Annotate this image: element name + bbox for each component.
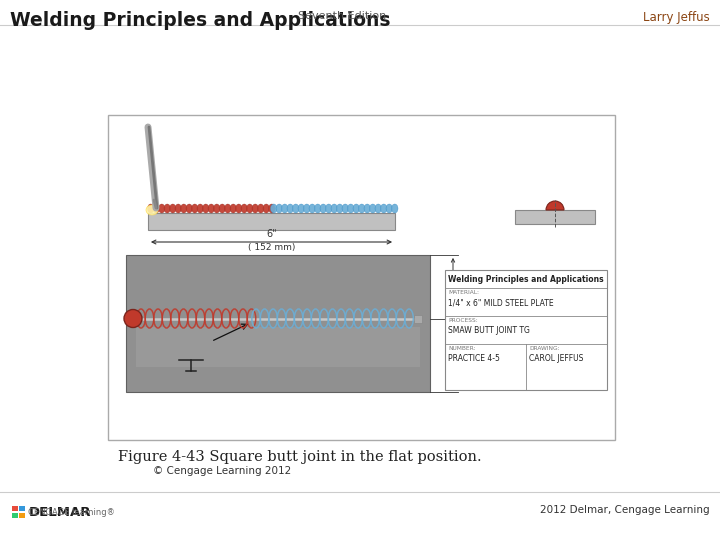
Ellipse shape	[287, 204, 294, 213]
Text: MATERIAL:: MATERIAL:	[448, 290, 479, 295]
Text: Seventh Edition: Seventh Edition	[298, 11, 386, 21]
Ellipse shape	[276, 204, 282, 213]
Text: ( 152 mm): ( 152 mm)	[248, 243, 295, 252]
Text: © Cengage Learning 2012: © Cengage Learning 2012	[153, 466, 291, 476]
Ellipse shape	[186, 204, 192, 213]
Bar	[12, 505, 17, 511]
Text: DRAWING:: DRAWING:	[529, 346, 559, 351]
Ellipse shape	[214, 204, 220, 213]
Text: Welding Principles and Applications: Welding Principles and Applications	[448, 274, 604, 284]
Ellipse shape	[292, 204, 299, 213]
Text: 1/4" x 6" MILD STEEL PLATE: 1/4" x 6" MILD STEEL PLATE	[448, 298, 554, 307]
Bar	[19, 512, 24, 518]
Ellipse shape	[158, 204, 165, 213]
Ellipse shape	[342, 204, 348, 213]
Ellipse shape	[208, 204, 215, 213]
Ellipse shape	[392, 204, 398, 213]
Ellipse shape	[269, 204, 275, 213]
Ellipse shape	[230, 204, 236, 213]
Text: NUMBER:: NUMBER:	[448, 346, 476, 351]
Ellipse shape	[258, 204, 264, 213]
Ellipse shape	[380, 204, 387, 213]
Text: PRACTICE 4-5: PRACTICE 4-5	[448, 354, 500, 363]
Ellipse shape	[246, 204, 253, 213]
Ellipse shape	[375, 204, 382, 213]
Circle shape	[124, 309, 142, 327]
Ellipse shape	[336, 204, 343, 213]
Text: SMAW BUTT JOINT TG: SMAW BUTT JOINT TG	[448, 326, 530, 335]
Bar	[414, 314, 422, 322]
Text: 6": 6"	[266, 229, 276, 239]
Ellipse shape	[225, 204, 231, 213]
Bar	[108, 115, 615, 440]
Ellipse shape	[364, 204, 371, 213]
Ellipse shape	[169, 204, 176, 213]
Text: DELMAR: DELMAR	[29, 505, 91, 518]
Bar	[136, 327, 420, 367]
Ellipse shape	[202, 204, 209, 213]
Ellipse shape	[315, 204, 321, 213]
Text: Figure 4-43 Square butt joint in the flat position.: Figure 4-43 Square butt joint in the fla…	[118, 450, 482, 464]
Bar	[19, 505, 24, 511]
Text: (38 mm): (38 mm)	[457, 356, 493, 364]
Bar	[445, 270, 607, 390]
Text: Larry Jeffus: Larry Jeffus	[643, 11, 710, 24]
Ellipse shape	[197, 204, 204, 213]
Ellipse shape	[282, 204, 288, 213]
Text: (38 mm): (38 mm)	[457, 287, 493, 296]
Ellipse shape	[348, 204, 354, 213]
Ellipse shape	[298, 204, 305, 213]
Bar	[12, 512, 17, 518]
Bar	[515, 210, 595, 224]
Ellipse shape	[153, 204, 160, 213]
Ellipse shape	[146, 205, 158, 215]
Text: CAROL JEFFUS: CAROL JEFFUS	[529, 354, 583, 363]
Text: 2012 Delmar, Cengage Learning: 2012 Delmar, Cengage Learning	[541, 505, 710, 515]
Ellipse shape	[271, 204, 277, 213]
Ellipse shape	[235, 204, 242, 213]
Ellipse shape	[241, 204, 248, 213]
Bar	[126, 255, 430, 392]
Ellipse shape	[309, 204, 315, 213]
Ellipse shape	[181, 204, 187, 213]
Ellipse shape	[369, 204, 376, 213]
Ellipse shape	[175, 204, 181, 213]
Ellipse shape	[331, 204, 338, 213]
Ellipse shape	[386, 204, 392, 213]
Text: $1\,\frac{1}{2}$": $1\,\frac{1}{2}$"	[457, 273, 474, 290]
Ellipse shape	[192, 204, 198, 213]
Ellipse shape	[353, 204, 359, 213]
Ellipse shape	[148, 204, 154, 213]
Text: Welding Principles and Applications: Welding Principles and Applications	[10, 11, 390, 30]
Ellipse shape	[359, 204, 365, 213]
Bar	[148, 213, 395, 230]
Ellipse shape	[263, 204, 269, 213]
Text: $1\,\frac{1}{2}$": $1\,\frac{1}{2}$"	[457, 342, 474, 359]
Text: PROCESS:: PROCESS:	[448, 318, 478, 323]
Ellipse shape	[325, 204, 332, 213]
Ellipse shape	[320, 204, 326, 213]
Ellipse shape	[164, 204, 171, 213]
Ellipse shape	[304, 204, 310, 213]
Text: CENGAGE learning®: CENGAGE learning®	[29, 508, 115, 517]
Ellipse shape	[252, 204, 258, 213]
Wedge shape	[546, 201, 564, 210]
Ellipse shape	[219, 204, 225, 213]
